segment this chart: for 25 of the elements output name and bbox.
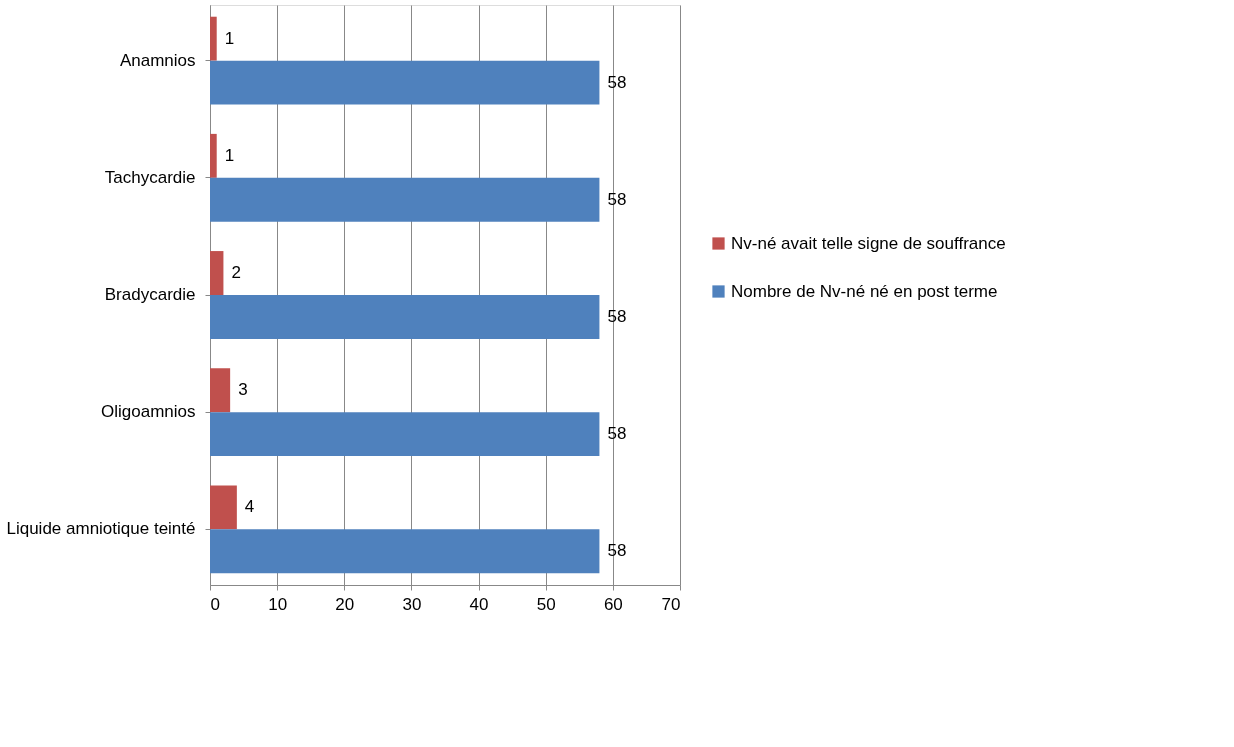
legend-label: Nombre de Nv-né né en post terme — [731, 281, 998, 301]
data-label: 1 — [224, 28, 235, 48]
x-tick-label: 0 — [210, 594, 220, 614]
data-label: 58 — [607, 541, 627, 561]
x-tick-label: 70 — [661, 594, 681, 614]
x-tick-label: 30 — [402, 594, 422, 614]
data-label: 3 — [238, 380, 248, 400]
y-tick-label: Bradycardie — [104, 285, 196, 304]
x-tick-label: 50 — [536, 594, 556, 614]
y-tick-label: Liquide amniotique teinté — [6, 519, 196, 539]
data-label: 2 — [231, 263, 241, 283]
x-tick-label: 10 — [268, 594, 288, 614]
data-label: 58 — [607, 189, 627, 209]
y-tick-label: Tachycardie — [104, 167, 196, 187]
data-label: 58 — [607, 72, 627, 92]
data-label: 1 — [224, 145, 235, 165]
x-tick-label: 20 — [335, 594, 355, 614]
y-tick-label: Anamnios — [119, 50, 196, 70]
data-label: 58 — [607, 424, 627, 444]
x-tick-label: 60 — [603, 594, 623, 614]
data-label: 4 — [244, 497, 255, 517]
data-label: 58 — [607, 306, 627, 326]
y-tick-label: Oligoamnios — [101, 402, 196, 422]
x-tick-label: 40 — [469, 594, 489, 614]
legend-label: Nv-né avait telle signe de souffrance — [731, 233, 1006, 253]
